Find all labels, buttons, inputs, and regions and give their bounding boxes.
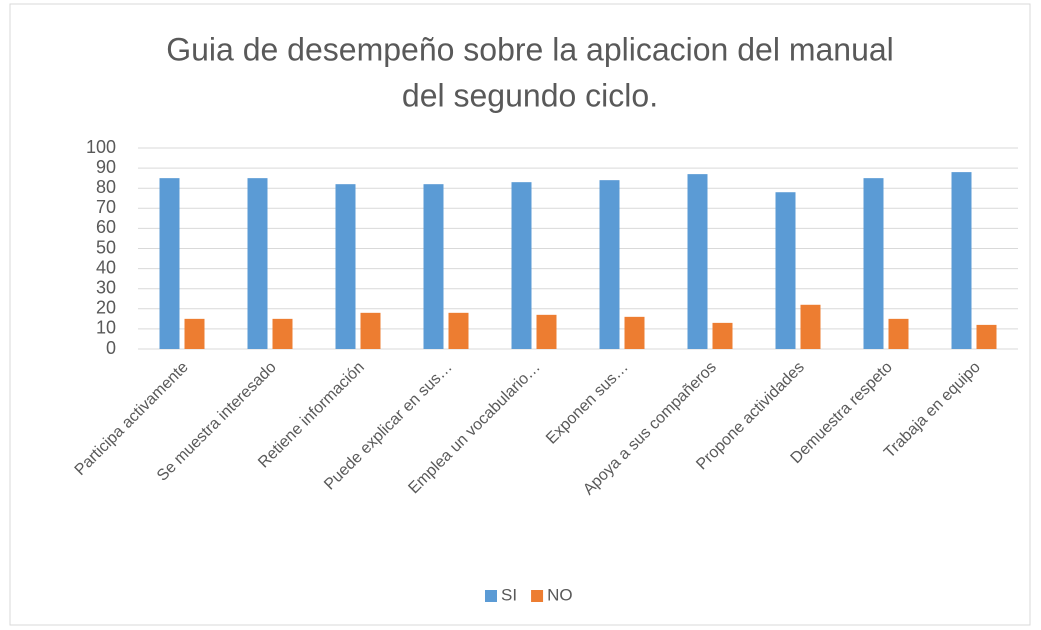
bar [951,172,972,349]
bar [511,182,532,349]
bar [159,178,180,349]
y-tick-label: 50 [96,237,116,257]
bar [272,318,293,349]
y-tick-label: 80 [96,177,116,197]
bar [335,184,356,349]
y-tick-label: 60 [96,217,116,237]
bar [800,304,821,349]
y-tick-label: 20 [96,298,116,318]
legend-swatch [531,590,544,602]
y-tick-label: 30 [96,277,116,297]
bar [976,324,997,349]
bar [687,174,708,349]
bar [247,178,268,349]
bar [599,180,620,349]
bar [775,192,796,349]
bar [536,314,557,349]
y-tick-label: 90 [96,157,116,177]
bar [712,322,733,349]
bar [448,312,469,349]
y-tick-label: 70 [96,197,116,217]
legend-swatch [485,590,497,602]
y-tick-label: 100 [86,137,116,157]
bar [360,312,381,349]
y-tick-label: 10 [96,318,116,338]
bar [423,184,444,349]
y-tick-label: 0 [106,338,116,358]
bar [888,318,909,349]
chart-title: Guia de desempeño sobre la aplicacion de… [166,31,894,67]
bar [624,316,645,349]
y-tick-label: 40 [96,257,116,277]
chart-title: del segundo ciclo. [402,77,658,113]
legend-label: SI [501,585,517,604]
bar [184,318,205,349]
bar [863,178,884,349]
legend-label: NO [547,585,573,604]
